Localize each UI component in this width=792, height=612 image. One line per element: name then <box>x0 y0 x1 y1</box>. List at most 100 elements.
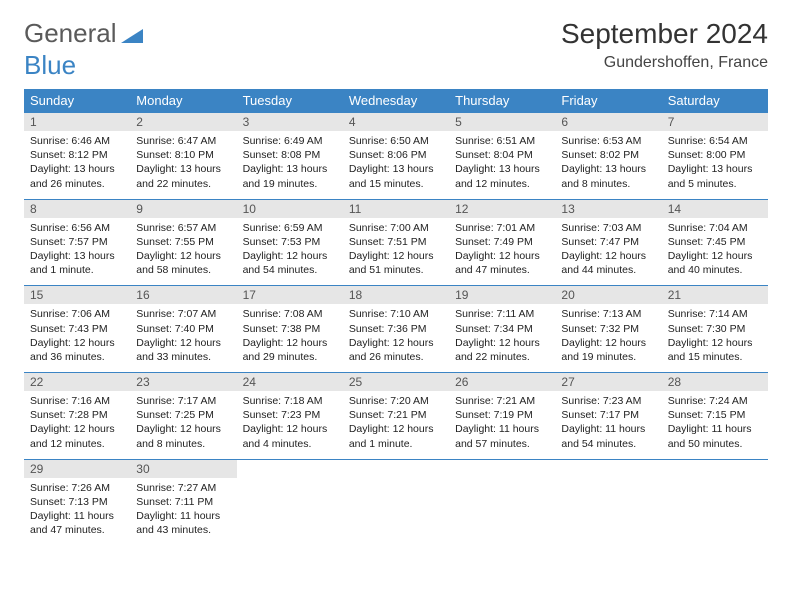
day-number: 29 <box>24 460 130 478</box>
calendar-cell: 8Sunrise: 6:56 AMSunset: 7:57 PMDaylight… <box>24 199 130 286</box>
daylight-line: Daylight: 13 hours and 1 minute. <box>30 249 124 277</box>
daylight-line: Daylight: 12 hours and 22 minutes. <box>455 336 549 364</box>
daylight-line: Daylight: 13 hours and 19 minutes. <box>243 162 337 190</box>
month-title: September 2024 <box>561 18 768 50</box>
sunrise-line: Sunrise: 6:56 AM <box>30 221 124 235</box>
sunrise-line: Sunrise: 7:27 AM <box>136 481 230 495</box>
sunset-line: Sunset: 7:49 PM <box>455 235 549 249</box>
day-number: 15 <box>24 286 130 304</box>
sunset-line: Sunset: 7:30 PM <box>668 322 762 336</box>
sunset-line: Sunset: 7:55 PM <box>136 235 230 249</box>
day-number: 30 <box>130 460 236 478</box>
daylight-line: Daylight: 12 hours and 33 minutes. <box>136 336 230 364</box>
daylight-line: Daylight: 13 hours and 26 minutes. <box>30 162 124 190</box>
sunrise-line: Sunrise: 7:06 AM <box>30 307 124 321</box>
calendar-cell <box>662 459 768 545</box>
sunset-line: Sunset: 7:45 PM <box>668 235 762 249</box>
sunrise-line: Sunrise: 6:53 AM <box>561 134 655 148</box>
daylight-line: Daylight: 12 hours and 15 minutes. <box>668 336 762 364</box>
day-body: Sunrise: 7:11 AMSunset: 7:34 PMDaylight:… <box>449 304 555 372</box>
daylight-line: Daylight: 11 hours and 47 minutes. <box>30 509 124 537</box>
sunset-line: Sunset: 7:23 PM <box>243 408 337 422</box>
sunset-line: Sunset: 7:28 PM <box>30 408 124 422</box>
day-number: 1 <box>24 113 130 131</box>
sunrise-line: Sunrise: 7:20 AM <box>349 394 443 408</box>
day-body: Sunrise: 6:47 AMSunset: 8:10 PMDaylight:… <box>130 131 236 199</box>
weekday-header: Sunday <box>24 89 130 113</box>
logo-triangle-icon <box>121 25 143 43</box>
daylight-line: Daylight: 12 hours and 8 minutes. <box>136 422 230 450</box>
daylight-line: Daylight: 12 hours and 1 minute. <box>349 422 443 450</box>
calendar-cell: 4Sunrise: 6:50 AMSunset: 8:06 PMDaylight… <box>343 113 449 200</box>
day-body: Sunrise: 7:00 AMSunset: 7:51 PMDaylight:… <box>343 218 449 286</box>
day-body: Sunrise: 7:18 AMSunset: 7:23 PMDaylight:… <box>237 391 343 459</box>
day-number: 24 <box>237 373 343 391</box>
daylight-line: Daylight: 13 hours and 12 minutes. <box>455 162 549 190</box>
day-number: 13 <box>555 200 661 218</box>
day-number: 3 <box>237 113 343 131</box>
day-body: Sunrise: 7:27 AMSunset: 7:11 PMDaylight:… <box>130 478 236 546</box>
calendar-cell: 5Sunrise: 6:51 AMSunset: 8:04 PMDaylight… <box>449 113 555 200</box>
calendar-week-row: 15Sunrise: 7:06 AMSunset: 7:43 PMDayligh… <box>24 286 768 373</box>
day-number: 12 <box>449 200 555 218</box>
day-body: Sunrise: 7:20 AMSunset: 7:21 PMDaylight:… <box>343 391 449 459</box>
day-body: Sunrise: 6:56 AMSunset: 7:57 PMDaylight:… <box>24 218 130 286</box>
day-body: Sunrise: 7:08 AMSunset: 7:38 PMDaylight:… <box>237 304 343 372</box>
calendar-cell <box>555 459 661 545</box>
sunset-line: Sunset: 7:34 PM <box>455 322 549 336</box>
calendar-cell: 19Sunrise: 7:11 AMSunset: 7:34 PMDayligh… <box>449 286 555 373</box>
sunrise-line: Sunrise: 7:24 AM <box>668 394 762 408</box>
calendar-cell: 7Sunrise: 6:54 AMSunset: 8:00 PMDaylight… <box>662 113 768 200</box>
weekday-header: Thursday <box>449 89 555 113</box>
calendar-cell: 28 Sunrise: 7:24 AMSunset: 7:15 PMDayligh… <box>662 373 768 460</box>
calendar-cell: 25Sunrise: 7:20 AMSunset: 7:21 PMDayligh… <box>343 373 449 460</box>
sunset-line: Sunset: 7:53 PM <box>243 235 337 249</box>
calendar-cell: 22Sunrise: 7:16 AMSunset: 7:28 PMDayligh… <box>24 373 130 460</box>
daylight-line: Daylight: 11 hours and 57 minutes. <box>455 422 549 450</box>
calendar-cell: 29Sunrise: 7:26 AMSunset: 7:13 PMDayligh… <box>24 459 130 545</box>
sunrise-line: Sunrise: 7:23 AM <box>561 394 655 408</box>
daylight-line: Daylight: 12 hours and 29 minutes. <box>243 336 337 364</box>
sunset-line: Sunset: 7:47 PM <box>561 235 655 249</box>
calendar-cell: 15 Sunrise: 7:06 AMSunset: 7:43 PMDayligh… <box>24 286 130 373</box>
calendar-cell: 12Sunrise: 7:01 AMSunset: 7:49 PMDayligh… <box>449 199 555 286</box>
daylight-line: Daylight: 11 hours and 50 minutes. <box>668 422 762 450</box>
day-body: Sunrise: 6:59 AMSunset: 7:53 PMDaylight:… <box>237 218 343 286</box>
calendar-cell: 2Sunrise: 6:47 AMSunset: 8:10 PMDaylight… <box>130 113 236 200</box>
daylight-line: Daylight: 12 hours and 12 minutes. <box>30 422 124 450</box>
sunrise-line: Sunrise: 6:46 AM <box>30 134 124 148</box>
sunrise-line: Sunrise: 7:16 AM <box>30 394 124 408</box>
logo-word2: Blue <box>24 50 768 81</box>
weekday-header: Saturday <box>662 89 768 113</box>
sunrise-line: Sunrise: 7:21 AM <box>455 394 549 408</box>
sunset-line: Sunset: 7:43 PM <box>30 322 124 336</box>
day-number: 16 <box>130 286 236 304</box>
day-body: Sunrise: 7:01 AMSunset: 7:49 PMDaylight:… <box>449 218 555 286</box>
daylight-line: Daylight: 11 hours and 43 minutes. <box>136 509 230 537</box>
day-body: Sunrise: 6:54 AMSunset: 8:00 PMDaylight:… <box>662 131 768 199</box>
sunset-line: Sunset: 8:10 PM <box>136 148 230 162</box>
calendar-cell: 21Sunrise: 7:14 AMSunset: 7:30 PMDayligh… <box>662 286 768 373</box>
sunrise-line: Sunrise: 6:50 AM <box>349 134 443 148</box>
sunrise-line: Sunrise: 7:11 AM <box>455 307 549 321</box>
logo: General <box>24 18 143 49</box>
day-number: 14 <box>662 200 768 218</box>
daylight-line: Daylight: 12 hours and 54 minutes. <box>243 249 337 277</box>
calendar-cell: 1Sunrise: 6:46 AMSunset: 8:12 PMDaylight… <box>24 113 130 200</box>
day-body: Sunrise: 6:51 AMSunset: 8:04 PMDaylight:… <box>449 131 555 199</box>
weekday-header: Monday <box>130 89 236 113</box>
day-number: 25 <box>343 373 449 391</box>
sunrise-line: Sunrise: 6:54 AM <box>668 134 762 148</box>
day-number: 28 <box>662 373 768 391</box>
sunset-line: Sunset: 7:15 PM <box>668 408 762 422</box>
day-body: Sunrise: 7:14 AMSunset: 7:30 PMDaylight:… <box>662 304 768 372</box>
daylight-line: Daylight: 12 hours and 36 minutes. <box>30 336 124 364</box>
sunset-line: Sunset: 7:51 PM <box>349 235 443 249</box>
day-number: 9 <box>130 200 236 218</box>
day-body: Sunrise: 7:04 AMSunset: 7:45 PMDaylight:… <box>662 218 768 286</box>
day-body: Sunrise: 7:10 AMSunset: 7:36 PMDaylight:… <box>343 304 449 372</box>
day-number: 5 <box>449 113 555 131</box>
day-body: Sunrise: 7:16 AMSunset: 7:28 PMDaylight:… <box>24 391 130 459</box>
day-body: Sunrise: 7:13 AMSunset: 7:32 PMDaylight:… <box>555 304 661 372</box>
day-body: Sunrise: 6:49 AMSunset: 8:08 PMDaylight:… <box>237 131 343 199</box>
